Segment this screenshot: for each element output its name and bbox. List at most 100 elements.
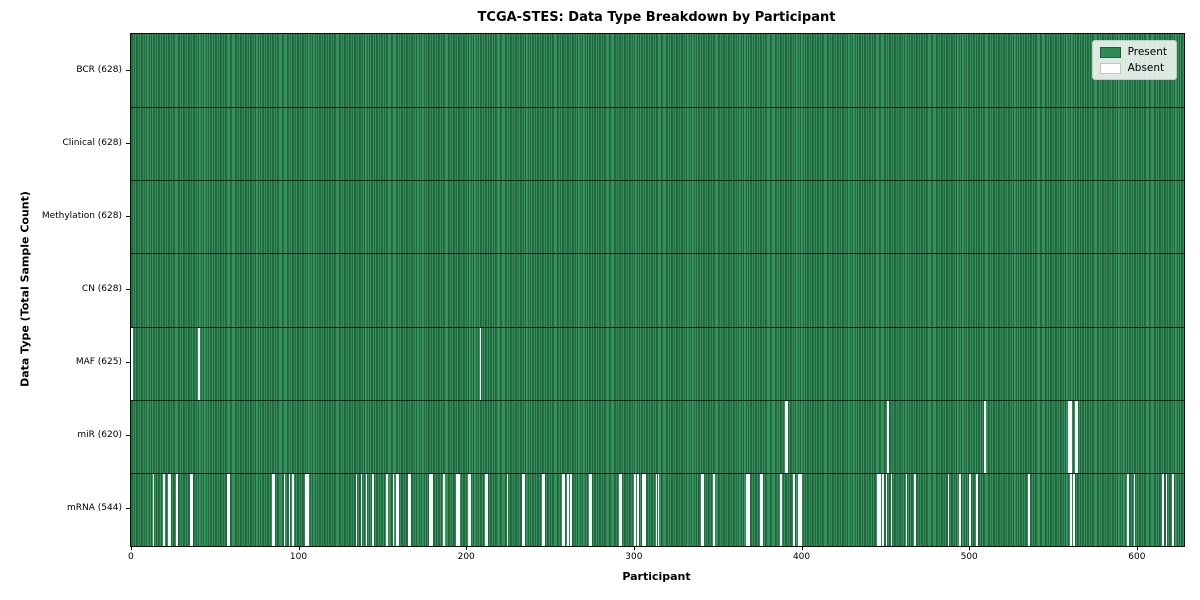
- absent-stripe: [786, 400, 789, 473]
- absent-stripe: [167, 473, 170, 546]
- x-tick-mark: [298, 546, 300, 550]
- absent-stripe: [288, 473, 291, 546]
- absent-stripe: [273, 473, 276, 546]
- absent-stripe: [984, 400, 987, 473]
- heat-row-cn: [131, 253, 1184, 327]
- x-axis-title: Participant: [622, 570, 691, 583]
- y-tick-mark: [126, 142, 130, 144]
- absent-stripe: [746, 473, 749, 546]
- x-axis-ticks: 0 100 200 300 400 500 600: [127, 546, 1183, 568]
- absent-stripe: [506, 473, 509, 546]
- absent-stripe: [947, 473, 950, 546]
- absent-stripe: [271, 473, 274, 546]
- absent-stripe: [885, 473, 888, 546]
- absent-stripe: [563, 473, 566, 546]
- x-tick-mark: [801, 546, 803, 550]
- x-tick-label: 400: [792, 552, 811, 562]
- absent-stripe: [1172, 473, 1174, 546]
- absent-stripe: [620, 473, 623, 546]
- heat-row-mir: [131, 399, 1184, 473]
- x-tick-label: 100: [289, 552, 308, 562]
- heat-row-bcr: [131, 34, 1184, 108]
- absent-stripe: [131, 327, 133, 400]
- absent-stripe: [291, 473, 294, 546]
- legend-swatch-absent: [1099, 62, 1121, 74]
- x-tick-mark: [1136, 546, 1138, 550]
- absent-stripe: [407, 473, 410, 546]
- y-tick-label-mir: miR (620): [77, 430, 122, 441]
- heat-row-clinical: [131, 107, 1184, 181]
- absent-stripe: [457, 473, 460, 546]
- heat-row-methylation: [131, 180, 1184, 254]
- absent-stripe: [1162, 473, 1164, 546]
- y-axis-tick-marks: [126, 33, 130, 545]
- absent-stripe: [969, 473, 972, 546]
- x-tick-mark: [130, 546, 132, 550]
- absent-stripe: [198, 327, 200, 400]
- legend-entry-present: Present: [1099, 46, 1167, 58]
- legend-swatch-present: [1099, 46, 1121, 58]
- plot-area: Present Absent: [130, 33, 1185, 547]
- absent-stripe: [914, 473, 916, 546]
- absent-stripe: [712, 473, 715, 546]
- absent-stripe: [887, 400, 889, 473]
- absent-stripe: [637, 473, 640, 546]
- absent-stripe: [570, 473, 572, 546]
- y-tick-label-methylation: Methylation (628): [41, 210, 122, 221]
- absent-stripe: [878, 473, 881, 546]
- y-tick-label-maf: MAF (625): [75, 357, 122, 368]
- absent-stripe: [479, 327, 482, 400]
- y-tick-mark: [126, 289, 130, 290]
- absent-stripe: [169, 473, 172, 546]
- absent-stripe: [365, 473, 368, 546]
- absent-stripe: [779, 473, 782, 546]
- absent-stripe: [702, 473, 705, 546]
- absent-stripe: [959, 473, 961, 546]
- absent-stripe: [484, 473, 487, 546]
- absent-stripe: [655, 473, 658, 546]
- absent-stripe: [431, 473, 433, 546]
- absent-stripe: [392, 473, 395, 546]
- absent-stripe: [1126, 473, 1129, 546]
- x-tick-label: 600: [1128, 552, 1146, 562]
- absent-stripe: [701, 473, 703, 546]
- absent-stripe: [761, 473, 764, 546]
- absent-stripe: [882, 473, 884, 546]
- absent-stripe: [877, 473, 879, 546]
- absent-stripe: [890, 473, 893, 546]
- absent-stripe: [1165, 473, 1168, 546]
- y-tick-mark: [126, 435, 130, 437]
- absent-stripe: [395, 473, 398, 546]
- x-tick-label: 0: [127, 552, 134, 562]
- absent-stripe: [355, 473, 358, 546]
- heat-row-maf: [131, 326, 1184, 400]
- y-tick-mark: [126, 215, 130, 217]
- absent-stripe: [397, 473, 400, 546]
- x-tick-label: 500: [960, 552, 978, 562]
- absent-stripe: [226, 473, 229, 546]
- absent-stripe: [1133, 473, 1136, 546]
- absent-stripe: [468, 473, 470, 546]
- legend-label: Present: [1127, 46, 1167, 58]
- legend-label: Absent: [1127, 62, 1165, 74]
- absent-stripe: [486, 473, 489, 546]
- absent-stripe: [228, 473, 230, 546]
- x-tick-mark: [969, 546, 971, 550]
- absent-stripe: [372, 473, 375, 546]
- chart-title: TCGA-STES: Data Type Breakdown by Partic…: [477, 10, 836, 25]
- heat-row-mrna: [131, 472, 1184, 546]
- absent-stripe: [1069, 473, 1072, 546]
- absent-stripe: [748, 473, 750, 546]
- y-tick-label-clinical: Clinical (628): [62, 137, 122, 148]
- absent-stripe: [642, 473, 645, 546]
- absent-stripe: [588, 473, 591, 546]
- x-tick-label: 200: [457, 552, 475, 562]
- absent-stripe: [618, 473, 621, 546]
- absent-stripe: [798, 473, 801, 546]
- absent-stripe: [784, 400, 787, 473]
- absent-stripe: [634, 473, 636, 546]
- absent-stripe: [523, 473, 526, 546]
- absent-stripe: [566, 473, 569, 546]
- absent-stripe: [162, 473, 165, 546]
- absent-stripe: [1073, 473, 1075, 546]
